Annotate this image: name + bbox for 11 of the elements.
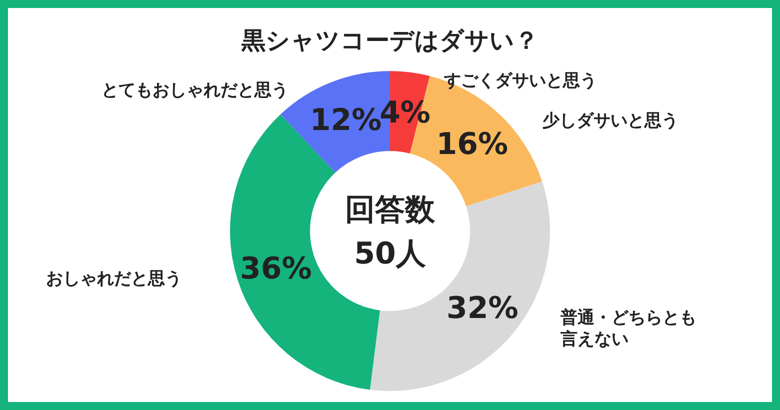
category-label: とてもおしゃれだと思う: [101, 80, 288, 101]
data-label: 16%: [436, 127, 508, 162]
title: 黒シャツコーデはダサい？: [242, 26, 538, 54]
annotation: 回答数: [345, 192, 435, 228]
data-label: 36%: [240, 252, 312, 287]
data-label: 32%: [446, 291, 518, 326]
annotation: 50人: [354, 236, 426, 272]
category-label: 普通・どちらとも言えない: [560, 308, 696, 350]
category-label: 少しダサいと思う: [542, 111, 678, 132]
category-label: おしゃれだと思う: [46, 268, 182, 289]
data-label: 12%: [310, 102, 382, 138]
